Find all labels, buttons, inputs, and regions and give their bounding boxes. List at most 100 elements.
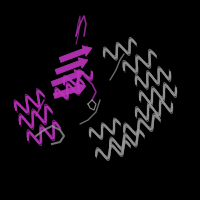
Polygon shape	[63, 78, 65, 83]
Polygon shape	[32, 100, 35, 105]
Polygon shape	[145, 123, 147, 128]
Polygon shape	[151, 127, 152, 131]
Polygon shape	[40, 116, 42, 121]
Polygon shape	[123, 47, 125, 52]
Polygon shape	[110, 138, 111, 143]
Polygon shape	[167, 84, 168, 89]
Polygon shape	[175, 91, 177, 96]
Polygon shape	[169, 72, 171, 77]
Polygon shape	[17, 102, 20, 107]
Polygon shape	[25, 95, 28, 100]
Polygon shape	[139, 92, 141, 97]
Polygon shape	[55, 87, 57, 92]
Polygon shape	[54, 120, 56, 125]
Polygon shape	[123, 140, 124, 145]
Polygon shape	[98, 148, 100, 152]
Polygon shape	[122, 148, 124, 153]
Polygon shape	[163, 86, 165, 91]
Polygon shape	[85, 74, 87, 78]
Polygon shape	[159, 111, 161, 116]
Polygon shape	[101, 135, 103, 139]
Polygon shape	[80, 78, 82, 83]
Polygon shape	[158, 79, 159, 84]
Polygon shape	[151, 50, 153, 54]
Polygon shape	[78, 86, 80, 90]
Polygon shape	[128, 136, 130, 140]
Polygon shape	[124, 133, 125, 138]
Polygon shape	[154, 113, 156, 118]
Polygon shape	[133, 69, 136, 74]
Polygon shape	[63, 81, 65, 85]
Polygon shape	[137, 131, 138, 136]
Polygon shape	[14, 100, 17, 105]
Polygon shape	[151, 94, 153, 99]
Polygon shape	[141, 119, 143, 124]
Polygon shape	[53, 126, 55, 132]
Polygon shape	[159, 108, 161, 114]
Polygon shape	[42, 118, 44, 124]
Polygon shape	[98, 148, 99, 152]
Polygon shape	[140, 118, 142, 123]
Polygon shape	[27, 131, 29, 137]
Polygon shape	[96, 151, 97, 156]
Polygon shape	[124, 140, 125, 144]
Polygon shape	[123, 67, 125, 72]
Polygon shape	[139, 118, 141, 123]
Polygon shape	[29, 124, 31, 129]
Polygon shape	[164, 83, 166, 87]
Polygon shape	[78, 70, 80, 74]
Polygon shape	[137, 107, 139, 112]
Polygon shape	[114, 118, 116, 122]
Polygon shape	[39, 90, 42, 95]
Polygon shape	[38, 103, 40, 108]
Polygon shape	[40, 132, 42, 138]
Polygon shape	[47, 105, 50, 110]
Polygon shape	[150, 73, 152, 78]
Polygon shape	[26, 104, 29, 109]
Polygon shape	[155, 79, 157, 84]
Polygon shape	[138, 129, 139, 134]
Polygon shape	[129, 65, 131, 69]
Polygon shape	[19, 115, 21, 121]
Polygon shape	[164, 102, 166, 107]
Polygon shape	[32, 116, 34, 122]
Polygon shape	[148, 103, 150, 108]
Polygon shape	[74, 82, 76, 87]
Polygon shape	[169, 108, 171, 113]
Polygon shape	[126, 61, 128, 66]
Polygon shape	[53, 132, 55, 137]
Polygon shape	[129, 143, 130, 148]
Polygon shape	[137, 130, 139, 135]
Polygon shape	[101, 134, 103, 139]
Polygon shape	[53, 122, 55, 127]
Polygon shape	[122, 46, 124, 51]
Polygon shape	[55, 93, 57, 97]
Polygon shape	[149, 61, 151, 66]
Polygon shape	[77, 80, 79, 84]
Polygon shape	[66, 85, 68, 89]
Polygon shape	[169, 75, 171, 80]
Polygon shape	[43, 119, 45, 125]
Polygon shape	[140, 130, 142, 135]
Polygon shape	[68, 83, 70, 87]
Polygon shape	[66, 96, 68, 100]
Polygon shape	[175, 92, 176, 97]
Polygon shape	[158, 68, 160, 73]
Polygon shape	[137, 130, 139, 134]
Polygon shape	[101, 150, 102, 155]
Polygon shape	[113, 119, 115, 123]
Polygon shape	[141, 91, 143, 96]
Polygon shape	[158, 69, 159, 74]
Polygon shape	[124, 126, 125, 131]
Polygon shape	[123, 127, 125, 132]
Polygon shape	[95, 131, 96, 135]
Polygon shape	[55, 120, 57, 126]
Polygon shape	[55, 87, 57, 92]
Polygon shape	[113, 119, 115, 123]
Polygon shape	[53, 133, 55, 139]
Polygon shape	[129, 143, 130, 148]
Polygon shape	[129, 39, 131, 44]
Polygon shape	[147, 71, 149, 76]
Polygon shape	[144, 93, 145, 98]
Polygon shape	[33, 135, 35, 140]
